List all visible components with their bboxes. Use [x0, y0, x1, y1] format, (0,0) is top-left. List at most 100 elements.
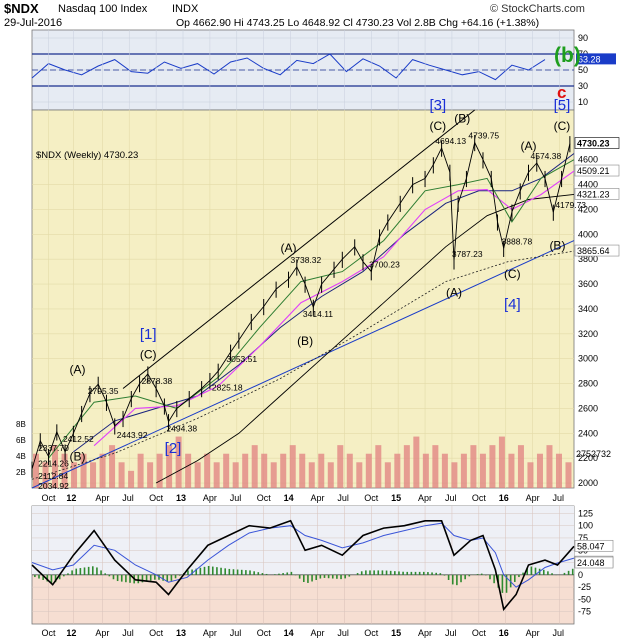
macd-x-tick-label: Apr — [418, 628, 432, 638]
price-right-value-label: 4509.21 — [577, 166, 610, 176]
rsi-value-box — [576, 53, 616, 65]
macd-histogram-bar — [79, 568, 82, 575]
price-value-annotation: 2878.38 — [142, 376, 173, 386]
ma-long-line — [155, 193, 575, 484]
rsi-tick-label: 30 — [578, 81, 588, 91]
volume-tick-label: 6B — [16, 436, 26, 445]
volume-bar — [61, 453, 68, 488]
macd-x-tick-label: Oct — [472, 628, 487, 638]
macd-histogram-bar — [542, 569, 545, 575]
volume-bar — [451, 462, 458, 488]
price-value-annotation: 3787.23 — [452, 249, 483, 259]
macd-histogram-bar — [468, 574, 471, 577]
macd-histogram-bar — [50, 574, 53, 583]
price-tick-label: 2200 — [578, 453, 598, 463]
macd-histogram-bar — [224, 568, 226, 575]
price-tick-label: 3600 — [578, 279, 598, 289]
macd-x-tick-label: Apr — [310, 628, 324, 638]
price-tick-label: 3200 — [578, 329, 598, 339]
macd-histogram-bar — [71, 570, 73, 575]
macd-histogram-bar — [394, 571, 396, 575]
macd-histogram-bar — [476, 574, 479, 575]
macd-histogram-bar — [567, 570, 570, 575]
price-tick-label: 2800 — [578, 379, 598, 389]
macd-histogram-bar — [377, 570, 380, 575]
trendline — [122, 109, 476, 389]
price-tick-label: 2000 — [578, 478, 598, 488]
macd-histogram-bar — [547, 571, 549, 575]
ohlc-summary: Op 4662.90 Hi 4743.25 Lo 4648.92 Cl 4730… — [176, 17, 540, 29]
price-x-tick-label: Apr — [310, 493, 324, 503]
price-x-tick-label: Oct — [149, 493, 164, 503]
macd-histogram-bar — [100, 570, 102, 575]
price-tick-label: 4200 — [578, 204, 598, 214]
volume-bar — [413, 436, 420, 488]
macd-histogram-bar — [369, 570, 371, 575]
ma-fast-line — [48, 159, 575, 459]
rsi-tick-label: 90 — [578, 33, 588, 43]
macd-histogram-bar — [530, 566, 533, 575]
macd-histogram-bar — [435, 572, 437, 575]
macd-x-tick-label: Jul — [230, 628, 242, 638]
volume-tick-label: 4B — [16, 452, 26, 461]
volume-bar — [213, 462, 220, 488]
volume-bar — [460, 453, 467, 488]
price-value-annotation: 2825.18 — [212, 382, 243, 392]
elliott-wave-label: [3] — [429, 97, 446, 114]
macd-histogram-bar — [220, 567, 222, 575]
macd-histogram-bar — [34, 574, 36, 578]
volume-bar — [299, 453, 306, 488]
rsi-wave-label-b: (b) — [554, 44, 581, 67]
volume-bar — [365, 453, 372, 488]
macd-histogram-bar — [456, 574, 458, 586]
volume-bar — [156, 453, 163, 488]
volume-bar — [128, 470, 135, 488]
macd-histogram-bar — [149, 574, 152, 581]
volume-bar — [394, 453, 401, 488]
elliott-wave-label: [4] — [504, 296, 521, 313]
volume-bar — [318, 453, 325, 488]
price-x-tick-label: Oct — [364, 493, 379, 503]
macd-histogram-bar — [63, 574, 65, 577]
volume-bar — [137, 453, 144, 488]
macd-histogram-bar — [38, 574, 40, 579]
macd-right-value-box — [574, 539, 614, 552]
macd-histogram-bar — [46, 574, 49, 582]
macd-histogram-bar — [493, 574, 495, 584]
macd-histogram-bar — [315, 574, 318, 580]
macd-x-tick-label: Apr — [526, 628, 540, 638]
price-x-tick-label: 15 — [391, 493, 401, 503]
volume-bar — [308, 462, 315, 488]
macd-histogram-bar — [174, 574, 177, 579]
price-line — [31, 141, 571, 470]
price-x-tick-label: Apr — [203, 493, 217, 503]
price-value-annotation: 2795.35 — [88, 386, 119, 396]
macd-histogram-bar — [389, 570, 392, 575]
volume-bar — [280, 453, 287, 488]
volume-bar — [403, 445, 410, 488]
macd-histogram-bar — [278, 573, 280, 575]
macd-tick-label: 75 — [578, 533, 588, 543]
macd-histogram-bar — [265, 573, 268, 575]
macd-histogram-bar — [145, 574, 148, 582]
macd-x-tick-label: Oct — [257, 628, 272, 638]
price-value-annotation: 3738.32 — [291, 255, 322, 265]
macd-histogram-bar — [274, 574, 276, 575]
macd-histogram-bar — [398, 571, 400, 575]
price-x-tick-label: Apr — [526, 493, 540, 503]
price-panel — [31, 109, 575, 489]
elliott-wave-label: (A) — [70, 363, 86, 377]
macd-upper-band — [32, 506, 574, 575]
macd-x-tick-label: Apr — [203, 628, 217, 638]
price-x-tick-label: Oct — [257, 493, 272, 503]
volume-bar — [71, 462, 78, 488]
price-value-annotation: 4179.73 — [555, 200, 586, 210]
macd-histogram-bar — [290, 571, 293, 575]
macd-histogram-bar — [360, 571, 363, 575]
macd-histogram-bar — [261, 573, 264, 575]
macd-histogram-bar — [207, 565, 210, 575]
price-tick-label: 4000 — [578, 229, 598, 239]
price-x-tick-label: Jul — [553, 493, 565, 503]
macd-histogram-bar — [75, 568, 78, 575]
